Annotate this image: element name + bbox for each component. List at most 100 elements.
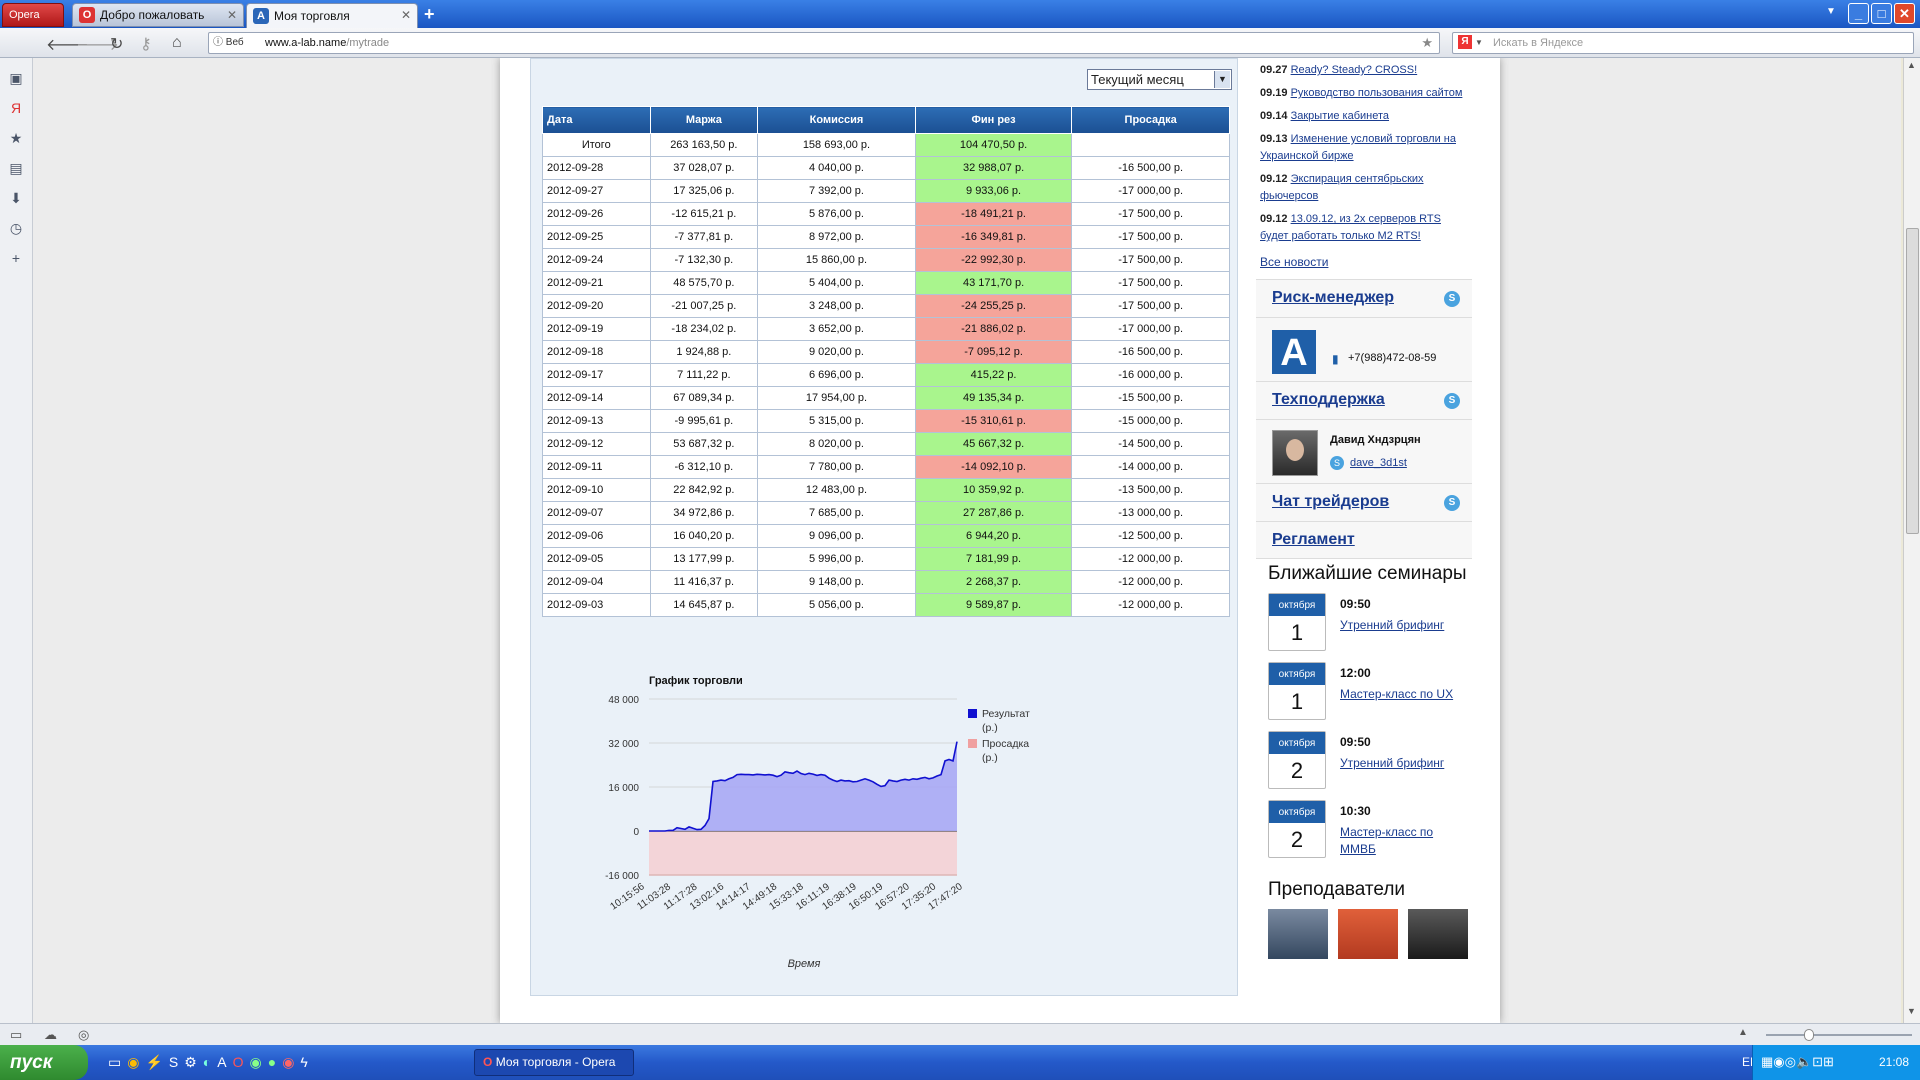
- risk-manager-title[interactable]: Риск-менеджер: [1272, 289, 1394, 306]
- back-icon[interactable]: 🡐: [46, 37, 89, 54]
- scrollbar-thumb[interactable]: [1906, 228, 1919, 534]
- notes-icon[interactable]: ▤: [9, 160, 23, 176]
- news-link[interactable]: 13.09.12, из 2х серверов RTS будет работ…: [1260, 213, 1441, 242]
- rules-title[interactable]: Регламент: [1272, 531, 1355, 548]
- news-date: 09.27: [1260, 64, 1288, 76]
- chat-title[interactable]: Чат трейдеров: [1272, 493, 1390, 510]
- taskbar: пуск ▭ ◉ ⚡ S ⚙ ◐ A O ◉ ● ◉ ϟ O Моя торго…: [0, 1045, 1920, 1080]
- app-icon[interactable]: ◉: [282, 1054, 295, 1070]
- seminar-link[interactable]: Утренний брифинг: [1340, 756, 1445, 770]
- support-title[interactable]: Техподдержка: [1272, 391, 1385, 408]
- app-icon[interactable]: ●: [267, 1054, 277, 1070]
- skype-icon[interactable]: S: [1444, 393, 1460, 409]
- teacher-avatar[interactable]: [1268, 909, 1328, 959]
- tab-close-icon[interactable]: ✕: [226, 8, 237, 22]
- column-header[interactable]: Просадка: [1071, 106, 1230, 134]
- skype-icon[interactable]: S: [1444, 291, 1460, 307]
- app-icon[interactable]: ⚡: [145, 1054, 163, 1070]
- column-header[interactable]: Комиссия: [757, 106, 916, 134]
- rules-section[interactable]: Регламент: [1256, 521, 1472, 559]
- alab-icon[interactable]: A: [217, 1054, 227, 1070]
- taskbar-item-opera[interactable]: O Моя торговля - Opera: [474, 1049, 634, 1076]
- forward-icon[interactable]: 🡒: [76, 37, 119, 54]
- risk-manager-section[interactable]: Риск-менеджер S: [1256, 279, 1472, 317]
- chrome-icon[interactable]: ◉: [127, 1054, 140, 1070]
- teacher-avatar[interactable]: [1338, 909, 1398, 959]
- add-panel-icon[interactable]: +: [11, 250, 21, 266]
- address-bar[interactable]: ⓘ Веб www.a-lab.name/mytrade ★: [208, 32, 1440, 54]
- news-link[interactable]: Руководство пользования сайтом: [1290, 87, 1463, 99]
- skype-icon[interactable]: S: [168, 1054, 179, 1070]
- bookmarks-icon[interactable]: ★: [9, 130, 23, 146]
- table-row: 2012-09-07 34 972,86 р. 7 685,00 р. 27 287,…: [542, 501, 1230, 525]
- support-skype-link[interactable]: dave_3d1st: [1350, 457, 1407, 469]
- tab-list-icon[interactable]: ▼: [1826, 6, 1836, 17]
- close-window-button[interactable]: ✕: [1894, 3, 1915, 24]
- news-link[interactable]: Закрытие кабинета: [1290, 110, 1390, 122]
- teacher-avatar[interactable]: [1408, 909, 1468, 959]
- new-tab-button[interactable]: +: [424, 4, 435, 24]
- chevron-down-icon[interactable]: ▼: [1475, 38, 1483, 47]
- panel-toggle-icon[interactable]: ▭: [10, 1027, 23, 1042]
- period-select[interactable]: Текущий месяц ▼: [1087, 69, 1232, 90]
- search-placeholder: Искать в Яндексе: [1493, 37, 1584, 49]
- row-commission: 7 392,00 р.: [757, 179, 916, 203]
- search-field[interactable]: Я ▼ Искать в Яндексе: [1452, 32, 1914, 54]
- key-icon[interactable]: ⚷: [140, 36, 152, 53]
- row-drawdown: -14 000,00 р.: [1071, 455, 1230, 479]
- scroll-up-icon[interactable]: ▲: [1907, 60, 1916, 70]
- tab-welcome[interactable]: O Добро пожаловать ✕: [72, 3, 244, 27]
- news-link[interactable]: Изменение условий торговли на Украинской…: [1260, 133, 1456, 162]
- row-commission: 9 020,00 р.: [757, 340, 916, 364]
- all-news-link[interactable]: Все новости: [1260, 255, 1329, 269]
- maximize-button[interactable]: □: [1871, 3, 1892, 24]
- view-icon[interactable]: ▲: [1738, 1027, 1748, 1038]
- seminar-link[interactable]: Мастер-класс по UX: [1340, 687, 1454, 701]
- column-header[interactable]: Фин рез: [914, 106, 1073, 134]
- history-icon[interactable]: ◷: [9, 220, 23, 236]
- column-header[interactable]: Дата: [542, 106, 651, 134]
- tab-my-trading[interactable]: A Моя торговля ✕: [246, 3, 418, 28]
- tray-icons[interactable]: ▦◉◎🔈⊡⊞: [1761, 1054, 1834, 1069]
- row-margin: 13 177,99 р.: [649, 547, 759, 571]
- app-icon[interactable]: ◉: [249, 1054, 262, 1070]
- app-icon[interactable]: ◐: [202, 1054, 212, 1070]
- reload-icon[interactable]: ↻: [110, 36, 124, 53]
- news-link[interactable]: Ready? Steady? CROSS!: [1290, 64, 1418, 76]
- start-button[interactable]: пуск: [0, 1045, 88, 1080]
- app-icon[interactable]: ⚙: [184, 1054, 197, 1070]
- y-tick-label: 32 000: [608, 739, 639, 750]
- row-date: 2012-09-07: [542, 501, 651, 525]
- seminar-link[interactable]: Мастер-класс по ММВБ: [1340, 825, 1434, 856]
- minimize-button[interactable]: _: [1848, 3, 1869, 24]
- row-date: 2012-09-17: [542, 363, 651, 387]
- column-header[interactable]: Маржа: [649, 106, 759, 134]
- app-icon[interactable]: ϟ: [300, 1054, 308, 1070]
- scroll-down-icon[interactable]: ▼: [1907, 1006, 1916, 1016]
- bookmark-star-icon[interactable]: ★: [1421, 35, 1433, 50]
- speed-dial-icon[interactable]: ▣: [9, 70, 23, 86]
- home-icon[interactable]: ⌂: [172, 34, 182, 51]
- zoom-slider-handle[interactable]: [1804, 1029, 1814, 1041]
- system-tray: ▦◉◎🔈⊡⊞ 21:08: [1752, 1045, 1920, 1080]
- tab-close-icon[interactable]: ✕: [400, 8, 411, 22]
- downloads-icon[interactable]: ⬇: [10, 190, 22, 206]
- opera-menu-button[interactable]: Opera: [2, 3, 64, 27]
- desktop-icon[interactable]: ▭: [108, 1054, 122, 1070]
- opera-icon[interactable]: O: [232, 1054, 244, 1070]
- skype-icon[interactable]: S: [1444, 495, 1460, 511]
- zoom-slider[interactable]: [1766, 1029, 1912, 1041]
- row-drawdown: -17 500,00 р.: [1071, 225, 1230, 249]
- row-date: 2012-09-25: [542, 225, 651, 249]
- seminar-link[interactable]: Утренний брифинг: [1340, 618, 1445, 632]
- vertical-scrollbar[interactable]: ▲ ▼: [1903, 58, 1920, 1023]
- row-margin: -21 007,25 р.: [649, 294, 759, 318]
- yandex-panel-icon[interactable]: Я: [10, 100, 22, 116]
- support-section[interactable]: Техподдержка S: [1256, 381, 1472, 419]
- unite-icon[interactable]: ☁: [44, 1027, 57, 1042]
- row-drawdown: -13 500,00 р.: [1071, 478, 1230, 502]
- chat-section[interactable]: Чат трейдеров S: [1256, 483, 1472, 521]
- status-bar: ▭ ☁ ◎ ▲: [0, 1023, 1920, 1045]
- news-link[interactable]: Экспирация сентябрьских фьючерсов: [1260, 173, 1424, 202]
- turbo-icon[interactable]: ◎: [78, 1027, 90, 1042]
